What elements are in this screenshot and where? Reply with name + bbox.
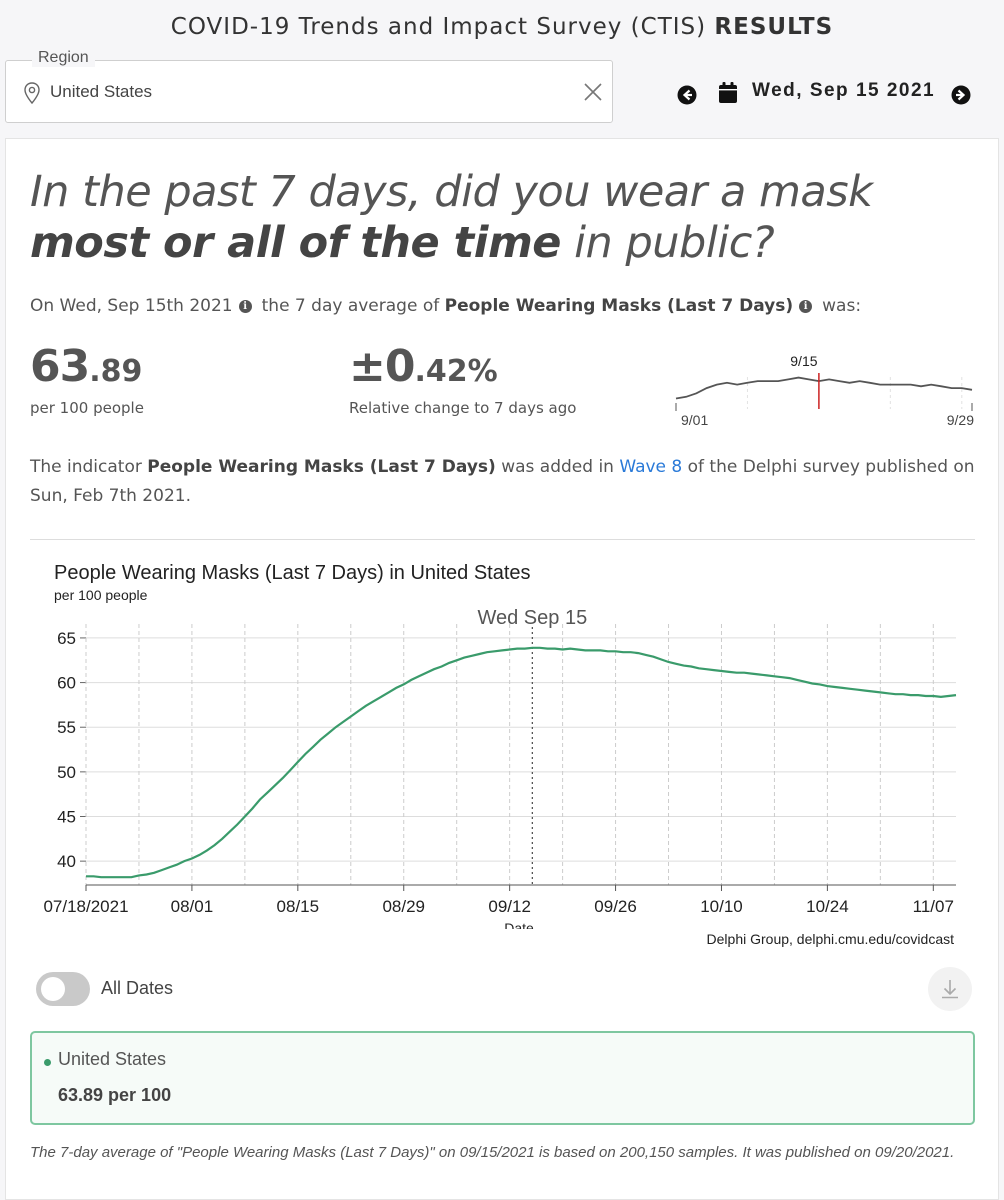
x-tick-label: 10/10 — [700, 897, 743, 916]
x-tick-label: 08/15 — [277, 897, 320, 916]
x-tick-label: 09/12 — [488, 897, 531, 916]
intro-indicator: People Wearing Masks (Last 7 Days) — [444, 296, 794, 316]
info-icon[interactable]: i — [238, 299, 252, 313]
note-suffix: of the Delphi survey published on Sun, F… — [30, 457, 975, 506]
region-selector[interactable]: Region United States — [5, 49, 613, 123]
download-icon[interactable] — [928, 967, 972, 1011]
question-part-1: In the past 7 days, did you wear a mask — [30, 167, 873, 217]
sparkline-marker-label: 9/15 — [790, 353, 817, 369]
intro-middle: the 7 day average of — [261, 296, 440, 316]
clear-icon[interactable] — [582, 81, 604, 103]
x-tick-label: 07/18/2021 — [43, 897, 128, 916]
x-axis-label: Date — [504, 920, 534, 929]
y-tick-label: 60 — [57, 674, 76, 693]
info-icon[interactable]: i — [799, 299, 813, 313]
footnote: The 7-day average of "People Wearing Mas… — [30, 1144, 955, 1161]
x-tick-label: 10/24 — [806, 897, 849, 916]
question-emphasis: most or all of the time — [30, 218, 561, 268]
line-chart[interactable]: Wed Sep 15 40 45 50 55 60 65 07/18/2021 08/01 08/… — [30, 599, 975, 929]
survey-question: In the past 7 days, did you wear a mask … — [30, 167, 970, 269]
section-divider — [30, 539, 975, 540]
indicator-value: 63.89 — [30, 341, 142, 392]
sparkline-end-label: 9/29 — [947, 412, 974, 428]
change-fraction: .42% — [414, 354, 498, 389]
legend-dot — [44, 1059, 51, 1066]
indicator-note: The indicator People Wearing Masks (Last… — [30, 453, 975, 511]
region-input-value[interactable]: United States — [50, 82, 153, 101]
note-prefix: The indicator — [30, 457, 142, 477]
change-integer: ±0 — [349, 341, 415, 392]
sparkline-start-label: 9/01 — [681, 412, 708, 428]
results-card: In the past 7 days, did you wear a mask … — [5, 138, 999, 1200]
sparkline-path — [675, 376, 973, 400]
app-title-text: COVID-19 Trends and Impact Survey (CTIS) — [170, 14, 707, 40]
arrow-right-circle-icon[interactable] — [950, 84, 972, 106]
x-tick-label: 08/29 — [382, 897, 425, 916]
series-line — [86, 646, 957, 879]
chart-subtitle: per 100 people — [54, 587, 148, 603]
sparkline-chart: 9/15 9/01 9/29 — [675, 353, 974, 428]
region-legend: Region — [32, 49, 95, 67]
selected-region-legend: United States 63.89 per 100 — [30, 1031, 975, 1125]
calendar-icon[interactable] — [718, 81, 738, 104]
all-dates-toggle[interactable] — [36, 972, 90, 1006]
intro-line: On Wed, Sep 15th 2021 i the 7 day average … — [30, 296, 861, 316]
legend-value: 63.89 per 100 — [58, 1085, 172, 1105]
y-tick-label: 55 — [57, 718, 76, 737]
intro-suffix: was: — [822, 296, 862, 316]
y-tick-label: 45 — [57, 808, 76, 827]
toggle-knob — [41, 977, 65, 1001]
y-tick-label: 40 — [57, 852, 76, 871]
y-tick-label: 65 — [57, 629, 76, 648]
current-date-label[interactable]: Wed, Sep 15 2021 — [752, 80, 936, 101]
note-indicator: People Wearing Masks (Last 7 Days) — [147, 457, 496, 477]
legend-region: United States — [58, 1049, 167, 1069]
value-unit: per 100 people — [30, 399, 144, 417]
map-pin-icon — [24, 82, 40, 105]
chart-credit: Delphi Group, delphi.cmu.edu/covidcast — [706, 931, 954, 947]
wave-link[interactable]: Wave 8 — [619, 457, 683, 477]
value-fraction: .89 — [89, 354, 143, 389]
x-tick-label: 11/07 — [913, 897, 954, 916]
annotation-label: Wed Sep 15 — [477, 607, 587, 629]
all-dates-label: All Dates — [101, 978, 174, 998]
relative-change-value: ±0.42% — [349, 341, 498, 392]
note-middle: was added in — [501, 457, 614, 477]
chart-title: People Wearing Masks (Last 7 Days) in Un… — [54, 562, 531, 584]
app-title-strong: RESULTS — [714, 14, 834, 40]
intro-date: On Wed, Sep 15th 2021 — [30, 296, 233, 316]
x-tick-label: 09/26 — [594, 897, 637, 916]
app-title: COVID-19 Trends and Impact Survey (CTIS)… — [0, 14, 1004, 40]
x-tick-label: 08/01 — [171, 897, 214, 916]
question-part-2: in public? — [560, 218, 775, 268]
relative-change-label: Relative change to 7 days ago — [349, 399, 577, 417]
arrow-left-circle-icon[interactable] — [676, 84, 698, 106]
value-integer: 63 — [30, 341, 90, 392]
y-tick-label: 50 — [57, 763, 76, 782]
date-navigator: Wed, Sep 15 2021 — [672, 78, 982, 110]
